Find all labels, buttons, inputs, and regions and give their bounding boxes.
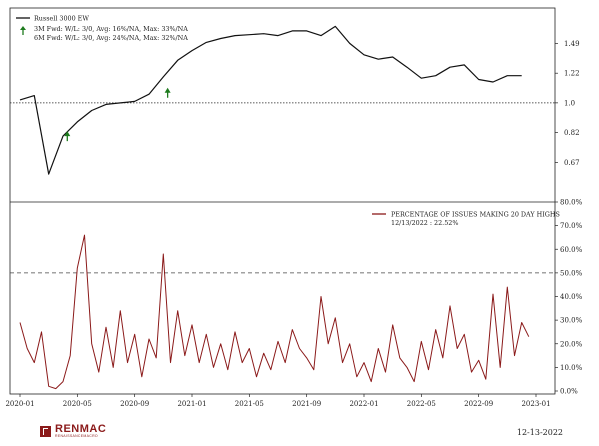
xtick-label-0: 2020-01 <box>5 400 34 408</box>
top-ytick-label-2: 1.0 <box>564 99 575 107</box>
bottom-ytick-label-3: 50.0% <box>560 269 583 277</box>
top-y-axis-ticks: 1.49 1.22 1.0 0.82 0.67 <box>555 40 580 167</box>
xtick-label-7: 2022-05 <box>407 400 436 408</box>
bottom-ytick-label-1: 70.0% <box>560 222 583 230</box>
xtick-label-1: 2020-05 <box>63 400 92 408</box>
xtick-label-8: 2022-09 <box>464 400 493 408</box>
legend-label-pct-highs: PERCENTAGE OF ISSUES MAKING 20 DAY HIGHS <box>391 211 560 219</box>
russell-3000-ew-path <box>19 25 522 175</box>
legend-label-russell: Russell 3000 EW <box>34 15 89 23</box>
logo-brand: RENMAC <box>55 423 107 435</box>
top-ytick-label-0: 1.49 <box>564 40 580 48</box>
bottom-ytick-label-0: 80.0% <box>560 199 583 207</box>
signal-markers <box>64 87 171 142</box>
bottom-legend: PERCENTAGE OF ISSUES MAKING 20 DAY HIGHS… <box>372 211 560 227</box>
legend-up-arrow-icon <box>20 26 26 35</box>
pct-20-day-highs-path <box>19 234 530 390</box>
x-axis-ticks: 2020-01 2020-05 2020-09 2021-01 2021-05 2021-… <box>5 394 551 408</box>
bottom-ytick-label-2: 60.0% <box>560 246 583 254</box>
legend-label-6m-fwd: 6M Fwd: W/L: 3/0, Avg: 24%/NA, Max: 32%/… <box>34 34 188 42</box>
legend-label-3m-fwd: 3M Fwd: W/L: 3/0, Avg: 16%/NA, Max: 33%/… <box>34 25 188 33</box>
renmac-logo-icon <box>40 425 51 437</box>
bottom-ytick-label-4: 40.0% <box>560 293 583 301</box>
xtick-label-3: 2021-01 <box>177 400 206 408</box>
logo-brand-sub: RENAISSANCEMACRO <box>55 434 98 438</box>
xtick-label-5: 2021-09 <box>292 400 321 408</box>
top-ytick-label-3: 0.82 <box>564 129 580 137</box>
xtick-label-6: 2022-01 <box>349 400 378 408</box>
renmac-logo: RENMAC RENAISSANCEMACRO <box>40 424 106 439</box>
marker-up-arrow-icon-0 <box>64 131 71 142</box>
xtick-label-9: 2023-01 <box>521 400 550 408</box>
xtick-label-2: 2020-09 <box>120 400 149 408</box>
top-legend: Russell 3000 EW 3M Fwd: W/L: 3/0, Avg: 1… <box>16 15 188 42</box>
bottom-y-axis-ticks: 80.0% 70.0% 60.0% 50.0% 40.0% 30.0% 20.0% 10.0%… <box>555 199 583 396</box>
xtick-label-4: 2021-05 <box>235 400 264 408</box>
bottom-ytick-label-7: 10.0% <box>560 364 583 372</box>
report-date: 12-13-2022 <box>516 428 563 437</box>
top-ytick-label-1: 1.22 <box>564 70 580 78</box>
top-ytick-label-4: 0.67 <box>564 159 580 167</box>
plot-frame <box>9 7 556 395</box>
russell-3000-ew-line <box>19 25 522 175</box>
bottom-ytick-label-8: 0.0% <box>560 388 578 396</box>
bottom-ytick-label-6: 20.0% <box>560 340 583 348</box>
marker-up-arrow-icon-1 <box>164 87 171 98</box>
pct-20-day-highs-line <box>19 234 530 390</box>
bottom-ytick-label-5: 30.0% <box>560 317 583 325</box>
legend-latest-value: 12/13/2022 : 22.52% <box>391 219 458 227</box>
